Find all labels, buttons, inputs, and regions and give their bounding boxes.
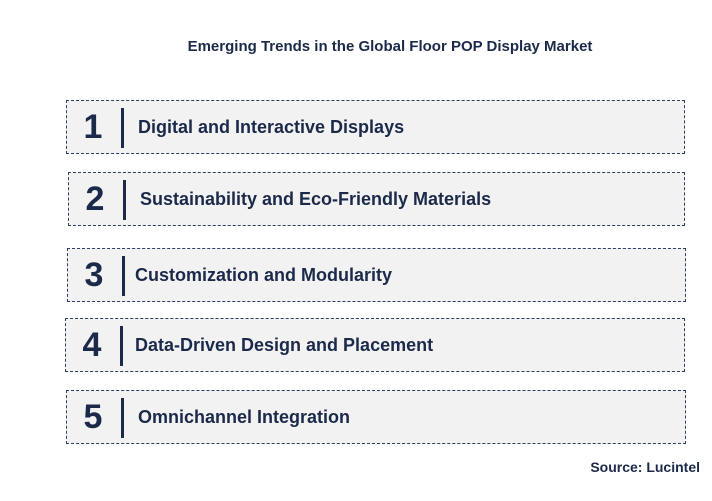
- trend-divider: [120, 326, 123, 366]
- trend-label: Sustainability and Eco-Friendly Material…: [140, 188, 492, 209]
- trend-item: 1 Digital and Interactive Displays: [66, 100, 685, 154]
- trend-divider: [123, 180, 126, 220]
- trend-number: 1: [83, 107, 103, 146]
- chart-title: Emerging Trends in the Global Floor POP …: [187, 38, 593, 55]
- trend-label: Digital and Interactive Displays: [138, 116, 405, 137]
- trend-divider: [122, 256, 125, 296]
- trend-label: Data-Driven Design and Placement: [135, 334, 434, 355]
- trend-divider: [121, 398, 124, 438]
- trend-item: 3 Customization and Modularity: [67, 248, 686, 302]
- trend-number: 4: [82, 325, 102, 364]
- trend-number: 5: [83, 397, 103, 436]
- trend-item: 5 Omnichannel Integration: [66, 390, 686, 444]
- trend-item: 4 Data-Driven Design and Placement: [65, 318, 685, 372]
- trend-number: 3: [84, 255, 104, 294]
- trend-number: 2: [85, 179, 105, 218]
- trend-label: Customization and Modularity: [135, 264, 393, 285]
- source-note: Source: Lucintel: [590, 459, 700, 475]
- trend-divider: [121, 108, 124, 148]
- trend-label: Omnichannel Integration: [138, 406, 351, 427]
- trend-item: 2 Sustainability and Eco-Friendly Materi…: [68, 172, 685, 226]
